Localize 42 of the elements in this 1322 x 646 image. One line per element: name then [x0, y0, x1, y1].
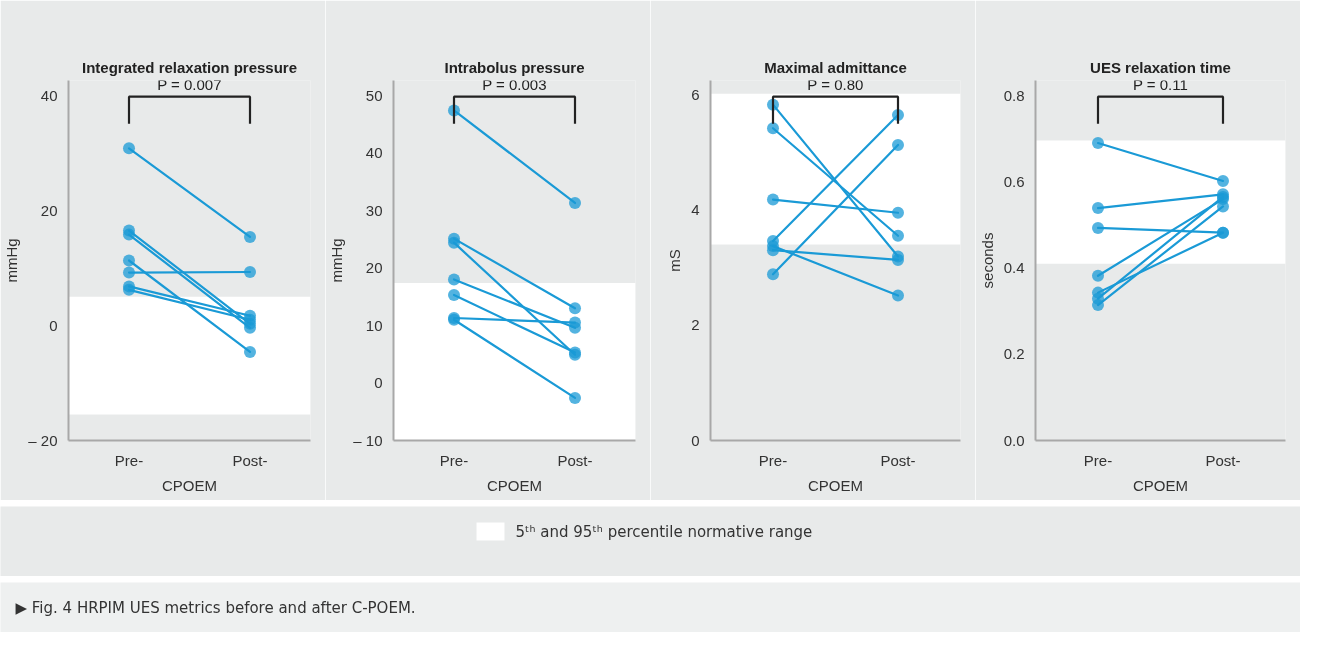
y-tick-label: 0 [374, 374, 383, 392]
y-axis-title: mmHg [3, 238, 21, 283]
chart-title: Intrabolus pressure [444, 58, 585, 76]
x-axis-title: CPOEM [1133, 476, 1189, 494]
y-tick-label: 40 [40, 86, 58, 104]
y-tick-label: 50 [365, 86, 383, 104]
y-axis-title: mS [666, 249, 684, 272]
chart-title: Integrated relaxation pressure [81, 58, 298, 76]
x-axis-title: CPOEM [162, 476, 218, 494]
x-tick-label: Post- [1205, 451, 1241, 469]
text: ▶ Fig. 4 HRPIM UES metrics before and after C-POEM. [15, 598, 416, 617]
y-tick-label: 20 [40, 201, 58, 219]
x-tick-label: Post- [232, 451, 268, 469]
x-tick-label: Pre- [439, 451, 469, 469]
legend-label: 5ᵗʰ and 95ᵗʰ percentile normative range [515, 522, 813, 541]
y-tick-label: 0.8 [1003, 86, 1025, 104]
chart-title: Maximal admittance [764, 58, 907, 76]
y-tick-label: 0.6 [1003, 172, 1025, 190]
y-tick-label: 40 [365, 144, 383, 162]
y-tick-label: 20 [365, 259, 383, 277]
y-tick-label: 30 [365, 201, 383, 219]
y-tick-label: 0 [691, 431, 700, 449]
y-tick-label: 0.0 [1003, 431, 1025, 449]
y-axis-title: mmHg [328, 238, 346, 283]
x-tick-label: Pre- [1083, 451, 1113, 469]
x-tick-label: Pre- [114, 451, 144, 469]
x-tick-label: Post- [557, 451, 593, 469]
y-tick-label: – 10 [353, 432, 383, 449]
x-axis-title: CPOEM [808, 476, 864, 494]
y-tick-label: 0.4 [1003, 259, 1025, 277]
y-tick-label: 0 [49, 316, 58, 334]
y-tick-label: 10 [365, 316, 383, 334]
y-tick-label: 2 [691, 316, 700, 334]
y-tick-label: 4 [691, 201, 700, 219]
x-axis-title: CPOEM [487, 476, 543, 494]
y-tick-label: – 20 [28, 432, 58, 449]
x-tick-label: Pre- [758, 451, 788, 469]
y-tick-label: 0.2 [1003, 345, 1025, 363]
y-axis-title: seconds [978, 232, 996, 289]
y-tick-label: 6 [691, 86, 700, 104]
x-tick-label: Post- [880, 451, 916, 469]
chart-title: UES relaxation time [1090, 58, 1231, 76]
